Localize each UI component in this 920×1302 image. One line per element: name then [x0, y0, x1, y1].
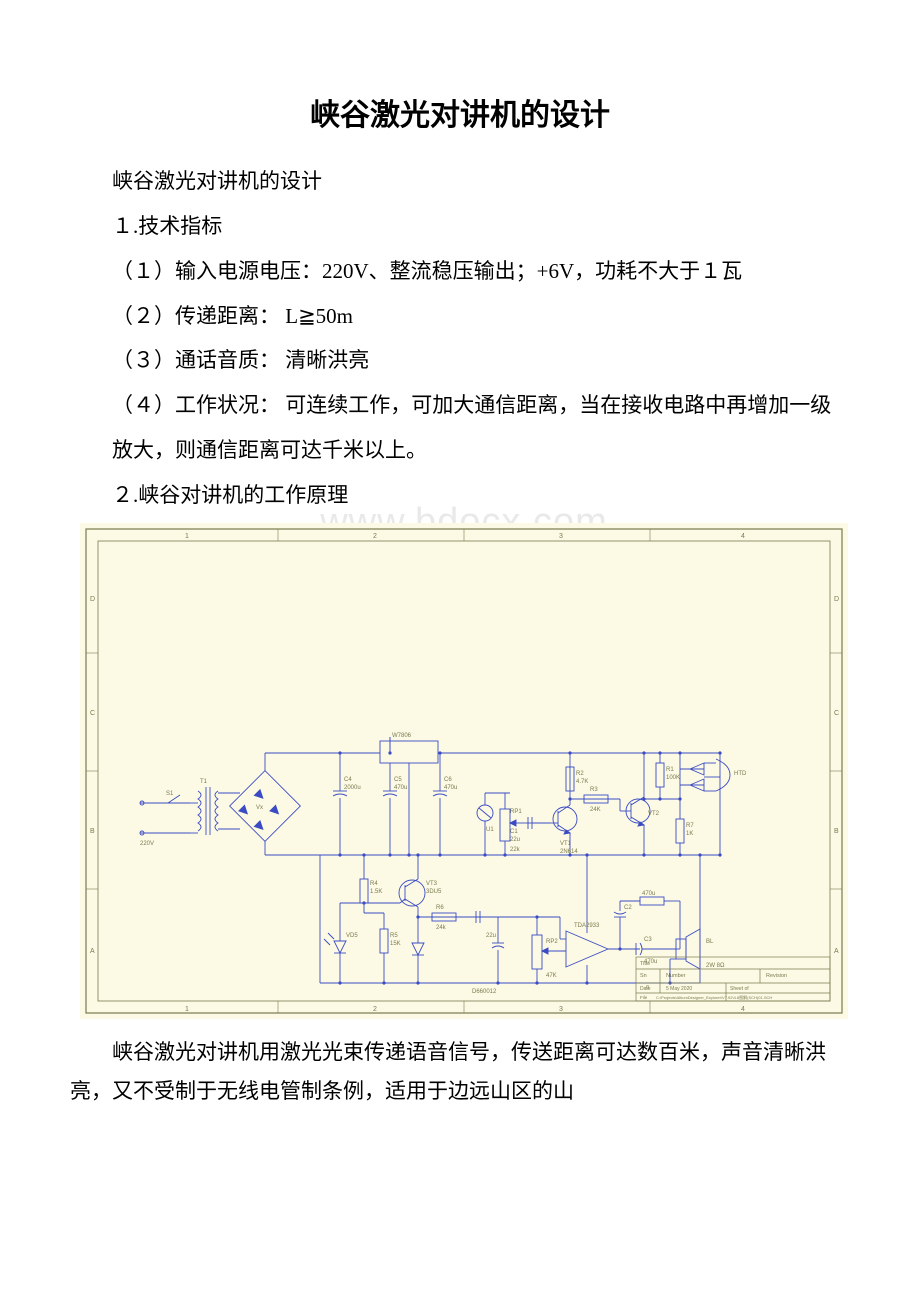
svg-text:Title: Title [640, 961, 650, 967]
svg-text:2N614: 2N614 [560, 849, 578, 855]
page-title: 峡谷激光对讲机的设计 [70, 90, 850, 134]
svg-text:2: 2 [373, 1006, 377, 1013]
svg-text:U1: U1 [486, 827, 494, 833]
svg-text:2: 2 [373, 533, 377, 540]
svg-text:D: D [90, 596, 95, 603]
svg-text:R2: R2 [576, 771, 584, 777]
schematic-diagram: 1 2 3 4 1 2 3 4 A B C D A B C D [80, 523, 848, 1019]
svg-text:1: 1 [185, 533, 189, 540]
spec-4: （４）工作状况： 可连续工作，可加大通信距离，当在接收电路中再增加一级 [70, 386, 850, 425]
svg-text:2000u: 2000u [344, 785, 361, 791]
subtitle: 峡谷激光对讲机的设计 [70, 162, 850, 201]
svg-text:470u: 470u [642, 891, 655, 897]
svg-text:VT1: VT1 [560, 841, 572, 847]
spec-2: （２）传递距离： L≧50m [70, 297, 850, 336]
svg-text:15K: 15K [390, 941, 401, 947]
svg-text:C5: C5 [394, 777, 402, 783]
svg-text:Date: Date [640, 986, 651, 992]
svg-text:Revision: Revision [766, 973, 787, 979]
svg-text:22u: 22u [486, 933, 496, 939]
svg-text:C6: C6 [444, 777, 452, 783]
svg-text:T1: T1 [200, 779, 208, 785]
svg-text:3: 3 [559, 1006, 563, 1013]
section-1-heading: １.技术指标 [70, 207, 850, 246]
svg-text:B: B [834, 828, 839, 835]
svg-text:1: 1 [185, 1006, 189, 1013]
svg-text:R5: R5 [390, 933, 398, 939]
svg-text:3DU5: 3DU5 [426, 889, 442, 895]
svg-text:22k: 22k [510, 847, 521, 853]
svg-text:B: B [90, 828, 95, 835]
svg-text:C: C [834, 710, 839, 717]
svg-text:R7: R7 [686, 823, 694, 829]
svg-text:4: 4 [741, 1006, 745, 1013]
svg-text:W7806: W7806 [392, 733, 412, 739]
svg-text:1.5K: 1.5K [370, 889, 382, 895]
svg-text:100K: 100K [666, 775, 680, 781]
svg-text:470u: 470u [394, 785, 407, 791]
svg-text:RP2: RP2 [546, 939, 558, 945]
spec-1: （１）输入电源电压：220V、整流稳压输出；+6V，功耗不大于１瓦 [70, 252, 850, 291]
svg-text:1K: 1K [686, 831, 693, 837]
svg-text:47K: 47K [546, 973, 557, 979]
svg-text:Number: Number [666, 973, 686, 979]
svg-text:5 May 2020: 5 May 2020 [666, 986, 692, 992]
svg-text:File: File [640, 995, 648, 1000]
svg-text:C1: C1 [510, 829, 518, 835]
schematic-container: www.bdocx.com 1 2 3 4 1 2 [80, 523, 848, 1019]
svg-text:D: D [834, 596, 839, 603]
svg-text:C:\Projects\AltiumDesigner_Exp: C:\Projects\AltiumDesigner_Explorer\V7.9… [656, 994, 772, 1000]
svg-text:VT3: VT3 [426, 881, 438, 887]
svg-text:4: 4 [741, 533, 745, 540]
spec-4b: 放大，则通信距离可达千米以上。 [70, 431, 850, 470]
svg-text:R4: R4 [370, 881, 378, 887]
svg-text:220V: 220V [140, 841, 154, 847]
spec-3: （３）通话音质： 清晰洪亮 [70, 341, 850, 380]
svg-text:Sn: Sn [640, 973, 647, 979]
svg-text:22u: 22u [510, 837, 520, 843]
svg-text:R3: R3 [590, 787, 598, 793]
svg-text:R6: R6 [436, 905, 444, 911]
svg-text:S1: S1 [166, 791, 174, 797]
svg-text:4.7K: 4.7K [576, 779, 588, 785]
section-2-heading: ２.峡谷对讲机的工作原理 [70, 476, 850, 515]
svg-text:BL: BL [706, 939, 714, 945]
svg-text:Vx: Vx [256, 805, 263, 811]
svg-text:2W 8Ω: 2W 8Ω [706, 963, 725, 969]
svg-text:C2: C2 [624, 905, 632, 911]
svg-text:C3: C3 [644, 937, 652, 943]
svg-text:24k: 24k [436, 925, 447, 931]
svg-text:RP1: RP1 [510, 809, 522, 815]
svg-text:24K: 24K [590, 807, 601, 813]
svg-text:A: A [90, 948, 95, 955]
svg-text:470u: 470u [444, 785, 457, 791]
svg-text:VD5: VD5 [346, 933, 358, 939]
svg-text:VT2: VT2 [648, 811, 660, 817]
svg-text:3: 3 [559, 533, 563, 540]
svg-text:HTD: HTD [734, 771, 747, 777]
svg-text:Sheet of: Sheet of [730, 986, 749, 992]
svg-text:R1: R1 [666, 767, 674, 773]
svg-text:TDA2933: TDA2933 [574, 923, 600, 929]
svg-text:A: A [834, 948, 839, 955]
svg-text:C4: C4 [344, 777, 352, 783]
svg-text:C: C [90, 710, 95, 717]
body-1: 峡谷激光对讲机用激光光束传递语音信号，传送距离可达数百米，声音清晰洪亮，又不受制… [70, 1033, 850, 1111]
svg-text:D660012: D660012 [472, 989, 497, 995]
